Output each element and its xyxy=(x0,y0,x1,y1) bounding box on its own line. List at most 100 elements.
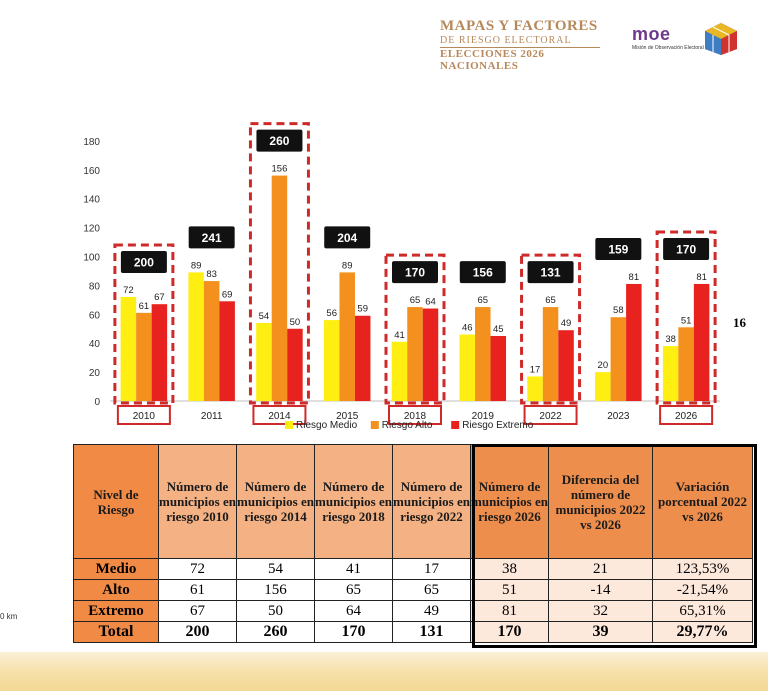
bar-alto xyxy=(136,312,152,401)
total-badge xyxy=(392,261,438,284)
y-tick-label: 60 xyxy=(89,310,101,321)
bar-value-label: 56 xyxy=(326,308,337,319)
bar-value-label: 58 xyxy=(613,305,624,316)
title-line-1: MAPAS Y FACTORES xyxy=(440,18,598,34)
bar-value-label: 46 xyxy=(462,323,473,334)
bar-value-label: 17 xyxy=(530,364,541,375)
scale-label: 0 km xyxy=(0,612,18,621)
total-label: 159 xyxy=(608,242,628,256)
legend-swatch xyxy=(451,421,460,429)
total-label: 260 xyxy=(269,134,289,148)
cell-2010: 61 xyxy=(158,579,237,601)
cell-level: Medio xyxy=(73,558,159,580)
bar-alto xyxy=(475,307,491,401)
cell-2010: 67 xyxy=(158,600,237,622)
cell-2022: 131 xyxy=(392,621,471,643)
bar-value-label: 81 xyxy=(696,272,707,283)
bar-value-label: 72 xyxy=(123,285,134,296)
cell-2010: 200 xyxy=(158,621,237,643)
cell-variacion: -21,54% xyxy=(652,579,753,601)
table-row-medio: Medio 72 54 41 17 38 21 123,53% xyxy=(73,558,753,580)
total-badge xyxy=(459,261,506,284)
header-2022: Número de municipios en riesgo 2022 xyxy=(392,444,471,559)
y-tick-label: 0 xyxy=(94,397,100,408)
cell-level: Total xyxy=(73,621,159,643)
bar-value-label: 59 xyxy=(357,304,368,315)
bar-medio xyxy=(256,322,272,401)
total-badge xyxy=(188,226,235,249)
cell-2026: 38 xyxy=(470,558,549,580)
moe-org-name: Misión de Observación Electoral xyxy=(632,45,704,51)
cell-2026: 170 xyxy=(470,621,549,643)
highlight-dashed-frame xyxy=(520,253,582,405)
bar-value-label: 49 xyxy=(561,318,572,329)
bar-value-label: 69 xyxy=(222,289,233,300)
year-highlight-box xyxy=(659,405,714,425)
cell-2018: 41 xyxy=(314,558,393,580)
year-highlight-box xyxy=(116,405,171,425)
x-tick-label: 2026 xyxy=(675,411,698,422)
cell-diferencia: 21 xyxy=(548,558,653,580)
highlight-dashed-frame xyxy=(655,230,717,405)
bar-extremo xyxy=(219,301,235,401)
total-badge xyxy=(527,261,574,284)
risk-bar-chart: 0 20 40 60 80 100 120 140 160 180 72 61 67 2010 200 89 8… xyxy=(83,122,720,431)
cell-2014: 156 xyxy=(236,579,315,601)
bar-extremo xyxy=(693,283,710,401)
year-highlight-box xyxy=(523,405,578,425)
bar-value-label: 20 xyxy=(598,360,609,371)
total-label: 204 xyxy=(337,231,357,245)
x-tick-label: 2018 xyxy=(404,411,427,422)
highlight-dashed-frame xyxy=(384,253,446,405)
year-highlight-box xyxy=(388,405,442,425)
bar-value-label: 45 xyxy=(493,324,504,335)
bar-value-label: 61 xyxy=(139,301,150,312)
table-header-row: Nivel de Riesgo Número de municipios en … xyxy=(73,444,753,559)
cell-level: Alto xyxy=(73,579,159,601)
table-row-total: Total 200 260 170 131 170 39 29,77% xyxy=(73,621,753,643)
bar-value-label: 64 xyxy=(425,297,436,308)
y-tick-label: 160 xyxy=(83,166,100,177)
bar-value-label: 51 xyxy=(681,315,692,326)
cell-diferencia: 32 xyxy=(548,600,653,622)
bar-value-label: 54 xyxy=(259,311,270,322)
x-tick-label: 2015 xyxy=(336,411,359,422)
bar-medio xyxy=(391,341,408,401)
total-badge xyxy=(120,250,167,273)
bar-alto xyxy=(610,317,627,401)
side-value: 16 xyxy=(733,315,746,330)
x-tick-label: 2010 xyxy=(133,411,156,422)
legend-swatch xyxy=(285,421,293,429)
cell-2026: 51 xyxy=(470,579,549,601)
bar-alto xyxy=(271,175,288,401)
x-tick-label: 2022 xyxy=(539,411,562,422)
cell-2014: 260 xyxy=(236,621,315,643)
title-line-2: DE RIESGO ELECTORAL xyxy=(440,35,600,48)
y-tick-label: 80 xyxy=(89,281,101,292)
cell-2014: 54 xyxy=(236,558,315,580)
cube-logo-icon xyxy=(705,23,737,55)
decorative-floor xyxy=(0,652,768,691)
bar-alto xyxy=(339,272,355,401)
bar-extremo xyxy=(422,308,439,401)
cell-2010: 72 xyxy=(158,558,237,580)
cell-2018: 64 xyxy=(314,600,393,622)
cell-2022: 17 xyxy=(392,558,471,580)
table-row-extremo: Extremo 67 50 64 49 81 32 65,31% xyxy=(73,600,753,622)
bar-value-label: 89 xyxy=(191,260,202,271)
header-variacion: Variación porcentual 2022 vs 2026 xyxy=(652,444,753,559)
bar-value-label: 83 xyxy=(206,269,217,280)
legend-label: Riesgo Medio xyxy=(296,420,358,431)
header-nivel: Nivel de Riesgo xyxy=(73,444,159,559)
bar-medio xyxy=(188,272,204,401)
header-diferencia: Diferencia del número de municipios 2022… xyxy=(548,444,653,559)
title-line-3: ELECCIONES 2026 xyxy=(440,48,545,60)
bar-alto xyxy=(407,307,423,401)
y-tick-label: 40 xyxy=(89,339,101,350)
bar-extremo xyxy=(490,335,507,401)
y-tick-label: 100 xyxy=(83,253,100,264)
total-label: 156 xyxy=(473,266,493,280)
cell-variacion: 65,31% xyxy=(652,600,753,622)
bar-medio xyxy=(323,320,340,401)
cell-diferencia: -14 xyxy=(548,579,653,601)
